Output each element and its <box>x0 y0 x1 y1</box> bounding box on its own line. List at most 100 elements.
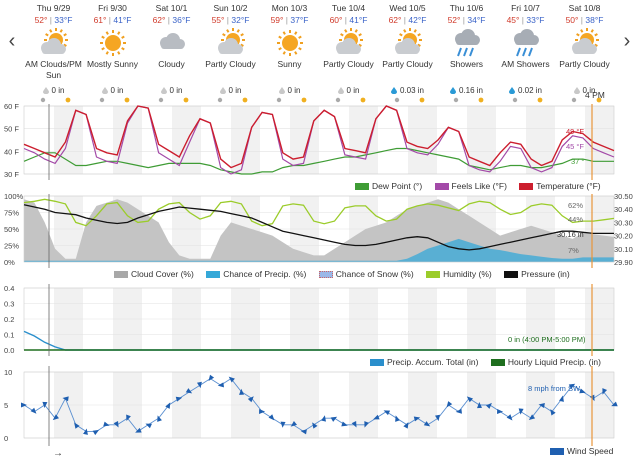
raindrop-icon <box>42 87 49 94</box>
wind-direction-icon <box>611 401 618 407</box>
high-temp: 52° <box>34 15 48 25</box>
day-forecast-5[interactable]: Tue 10/4 60° | 41°F Partly Cloudy 0 in <box>319 0 378 106</box>
legend-snow-chance[interactable]: Chance of Snow (%) <box>318 269 414 279</box>
legend-feels-like[interactable]: Feels Like (°F) <box>434 181 507 191</box>
wind-direction-icon <box>259 409 266 415</box>
cloud-readout: 44% <box>568 215 583 224</box>
percent-tick: 100% <box>4 194 24 201</box>
wind-direction-icon <box>321 415 326 422</box>
night-band <box>290 106 319 174</box>
wind-direction-icon <box>196 381 202 389</box>
temp-tick: 50 F <box>4 125 19 134</box>
showers-icon <box>496 28 555 58</box>
day-forecast-9[interactable]: Sat 10/8 50° | 38°F Partly Cloudy 0 in <box>555 0 614 106</box>
temperature-readout: 49 °F <box>566 127 584 136</box>
day-date: Sat 10/1 <box>155 3 188 13</box>
day-forecast-7[interactable]: Thu 10/6 52° | 34°F Showers 0.16 in <box>437 0 496 106</box>
wind-direction-icon <box>403 422 409 429</box>
legend-temperature[interactable]: Temperature (°F) <box>519 181 601 191</box>
pressure-tick: 30.30 <box>614 218 633 227</box>
wind-direction-icon <box>30 407 37 414</box>
wind-direction-icon <box>312 422 318 429</box>
wind-direction-icon <box>477 402 483 409</box>
day-condition: Showers <box>449 59 484 69</box>
wind-direction-icon <box>145 423 152 429</box>
high-temp: 62° <box>152 15 166 25</box>
day-precip: 0 in <box>555 86 614 95</box>
precip-amount: 0.16 in <box>458 86 484 95</box>
high-temp: 50° <box>565 15 579 25</box>
day-forecast-6[interactable]: Wed 10/5 62° | 42°F Partly Cloudy 0.03 in <box>378 0 437 106</box>
precip-chance-area <box>24 238 614 262</box>
temperature-legend: Dew Point (°) Feels Like (°F) Temperatur… <box>345 181 601 191</box>
wind-direction-icon <box>383 410 391 416</box>
sun-icon <box>242 97 248 103</box>
night-band <box>349 106 378 174</box>
precip-amount: 0 in <box>51 86 65 95</box>
wind-direction-icon <box>373 414 380 420</box>
day-date: Fri 9/30 <box>98 3 127 13</box>
pressure-tick: 30.10 <box>614 245 633 254</box>
day-date: Wed 10/5 <box>389 3 426 13</box>
cloud-humidity-pressure-chart[interactable]: 100% 75% 50% 25% 0% 30.50 30.40 30.30 30.20 30.10… <box>0 194 639 268</box>
precip-amount: 0 in <box>110 86 124 95</box>
moon-icon <box>571 97 577 103</box>
legend-precip-chance[interactable]: Chance of Precip. (%) <box>206 269 306 279</box>
next-days-button[interactable]: › <box>623 30 631 52</box>
low-temp: 37°F <box>290 15 309 25</box>
wind-direction-icon <box>74 422 80 429</box>
high-temp: 55° <box>211 15 225 25</box>
day-forecast-1[interactable]: Fri 9/30 61° | 41°F Mostly Sunny 0 in <box>83 0 142 106</box>
day-date: Fri 10/7 <box>511 3 540 13</box>
wind-direction-icon <box>300 429 307 435</box>
legend-wind-speed[interactable]: Wind Speed <box>550 446 613 456</box>
wind-direction-icon <box>135 427 142 433</box>
day-forecast-8[interactable]: Fri 10/7 45° | 33°F AM Showers 0.02 in <box>496 0 555 106</box>
day-temps: 59° | 37°F <box>270 15 309 25</box>
day-date: Sat 10/8 <box>568 3 601 13</box>
temp-tick: 40 F <box>4 147 19 156</box>
legend-humidity[interactable]: Humidity (%) <box>426 269 492 279</box>
moon-icon <box>99 97 105 103</box>
precipitation-chart[interactable]: 0.4 0.3 0.2 0.1 0.0 0 in (4:00 PM-5:00 PM) <box>0 284 639 356</box>
legend-hourly-precip[interactable]: Hourly Liquid Precip. (in) <box>490 357 601 367</box>
day-forecast-3[interactable]: Sun 10/2 55° | 32°F Partly Cloudy 0 in <box>201 0 260 106</box>
precip-amount: 0 in <box>287 86 301 95</box>
wind-direction-icon <box>330 416 338 422</box>
legend-cloud-cover[interactable]: Cloud Cover (%) <box>114 269 194 279</box>
day-precip: 0 in <box>260 86 319 95</box>
wind-direction-icon <box>485 402 492 409</box>
sun-icon <box>537 97 543 103</box>
day-condition: Partly Cloudy <box>382 59 433 69</box>
day-date: Tue 10/4 <box>331 3 366 13</box>
wind-speed-line <box>23 378 615 432</box>
day-forecast-0[interactable]: Thu 9/29 52° | 33°F AM Clouds/PM Sun 0 in <box>24 0 83 106</box>
wind-direction-icon <box>247 396 254 403</box>
wind-direction-icon <box>113 420 119 428</box>
wind-legend: Wind Speed <box>540 446 613 456</box>
night-band <box>408 106 437 174</box>
percent-tick: 25% <box>4 242 19 251</box>
wind-direction-icon <box>52 414 60 421</box>
day-temps: 45° | 33°F <box>506 15 545 25</box>
low-temp: 41°F <box>113 15 132 25</box>
precip-chance-readout: 7% <box>568 246 579 255</box>
moon-icon <box>276 97 282 103</box>
temperature-chart[interactable]: 60 F 50 F 40 F 30 F 49 °F 45 °F 37 ° <box>0 104 639 180</box>
sunny-icon <box>260 28 319 58</box>
legend-precip-accum[interactable]: Precip. Accum. Total (in) <box>370 357 479 367</box>
wind-direction-icon <box>413 416 421 422</box>
wind-speed-chart[interactable]: 10 5 0 8 mph from SW <box>0 366 639 446</box>
feels-like-readout: 45 °F <box>566 142 584 151</box>
humidity-readout: 62% <box>568 201 583 210</box>
legend-pressure[interactable]: Pressure (in) <box>504 269 570 279</box>
day-precip: 0 in <box>319 86 378 95</box>
day-forecast-2[interactable]: Sat 10/1 62° | 36°F Cloudy 0 in <box>142 0 201 106</box>
wind-direction-icon <box>280 421 286 428</box>
pressure-tick: 30.50 <box>614 194 633 201</box>
day-forecast-4[interactable]: Mon 10/3 59° | 37°F Sunny 0 in <box>260 0 319 106</box>
wind-direction-icon <box>579 388 586 394</box>
previous-days-button[interactable]: ‹ <box>8 30 16 52</box>
legend-dew-point[interactable]: Dew Point (°) <box>355 181 422 191</box>
wind-tick: 10 <box>4 368 12 377</box>
